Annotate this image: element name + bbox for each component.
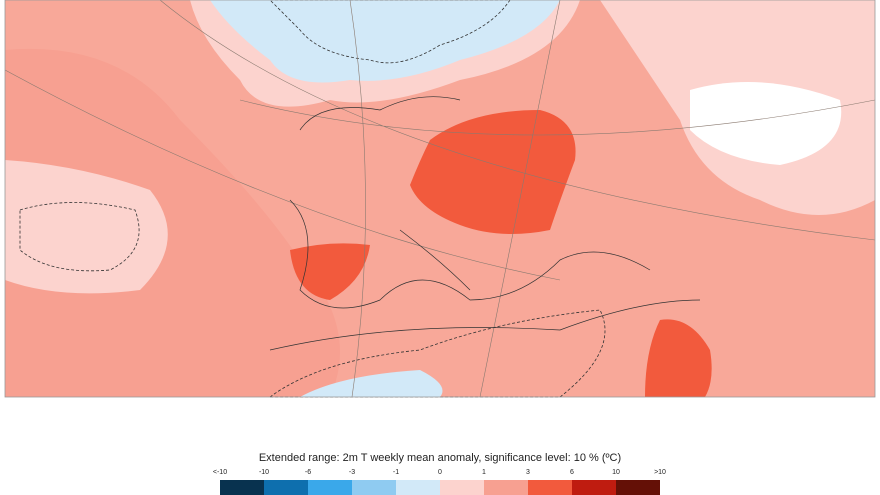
legend-label: 0	[438, 469, 442, 476]
legend-label: 1	[482, 469, 486, 476]
legend-swatch	[484, 480, 528, 495]
graticule	[4, 0, 876, 398]
legend-swatch	[528, 480, 572, 495]
legend-swatch	[264, 480, 308, 495]
legend-label: -3	[349, 469, 355, 476]
legend-swatch	[572, 480, 616, 495]
legend-label: -10	[259, 469, 269, 476]
anomaly-area	[210, 0, 560, 83]
legend-label: 6	[570, 469, 574, 476]
legend-label: -1	[393, 469, 399, 476]
legend-label: 3	[526, 469, 530, 476]
anomaly-area	[410, 110, 576, 234]
legend-swatch	[352, 480, 396, 495]
legend-swatch	[220, 480, 264, 495]
legend-swatch	[308, 480, 352, 495]
legend-swatch	[616, 480, 660, 495]
anomaly-area	[290, 243, 370, 300]
legend-label: 10	[612, 469, 620, 476]
legend: <-10 -10 -6 -3 -1 0 1 3 6 10 >10	[213, 469, 666, 495]
anomaly-area	[5, 48, 340, 398]
anomaly-area	[5, 160, 168, 294]
legend-swatch	[440, 480, 484, 495]
anomaly-area	[269, 0, 511, 64]
legend-label: -6	[305, 469, 311, 476]
anomaly-area	[19, 202, 140, 272]
anomaly-area	[645, 319, 712, 397]
legend-swatch	[396, 480, 440, 495]
map	[4, 0, 876, 398]
legend-label: >10	[654, 469, 666, 476]
legend-label: <-10	[213, 469, 227, 476]
anomaly-area	[268, 309, 606, 398]
coastline	[269, 96, 701, 351]
anomaly-area	[300, 370, 443, 397]
anomaly-area	[690, 82, 842, 165]
legend-caption: Extended range: 2m T weekly mean anomaly…	[259, 452, 621, 464]
map-frame	[4, 0, 876, 398]
